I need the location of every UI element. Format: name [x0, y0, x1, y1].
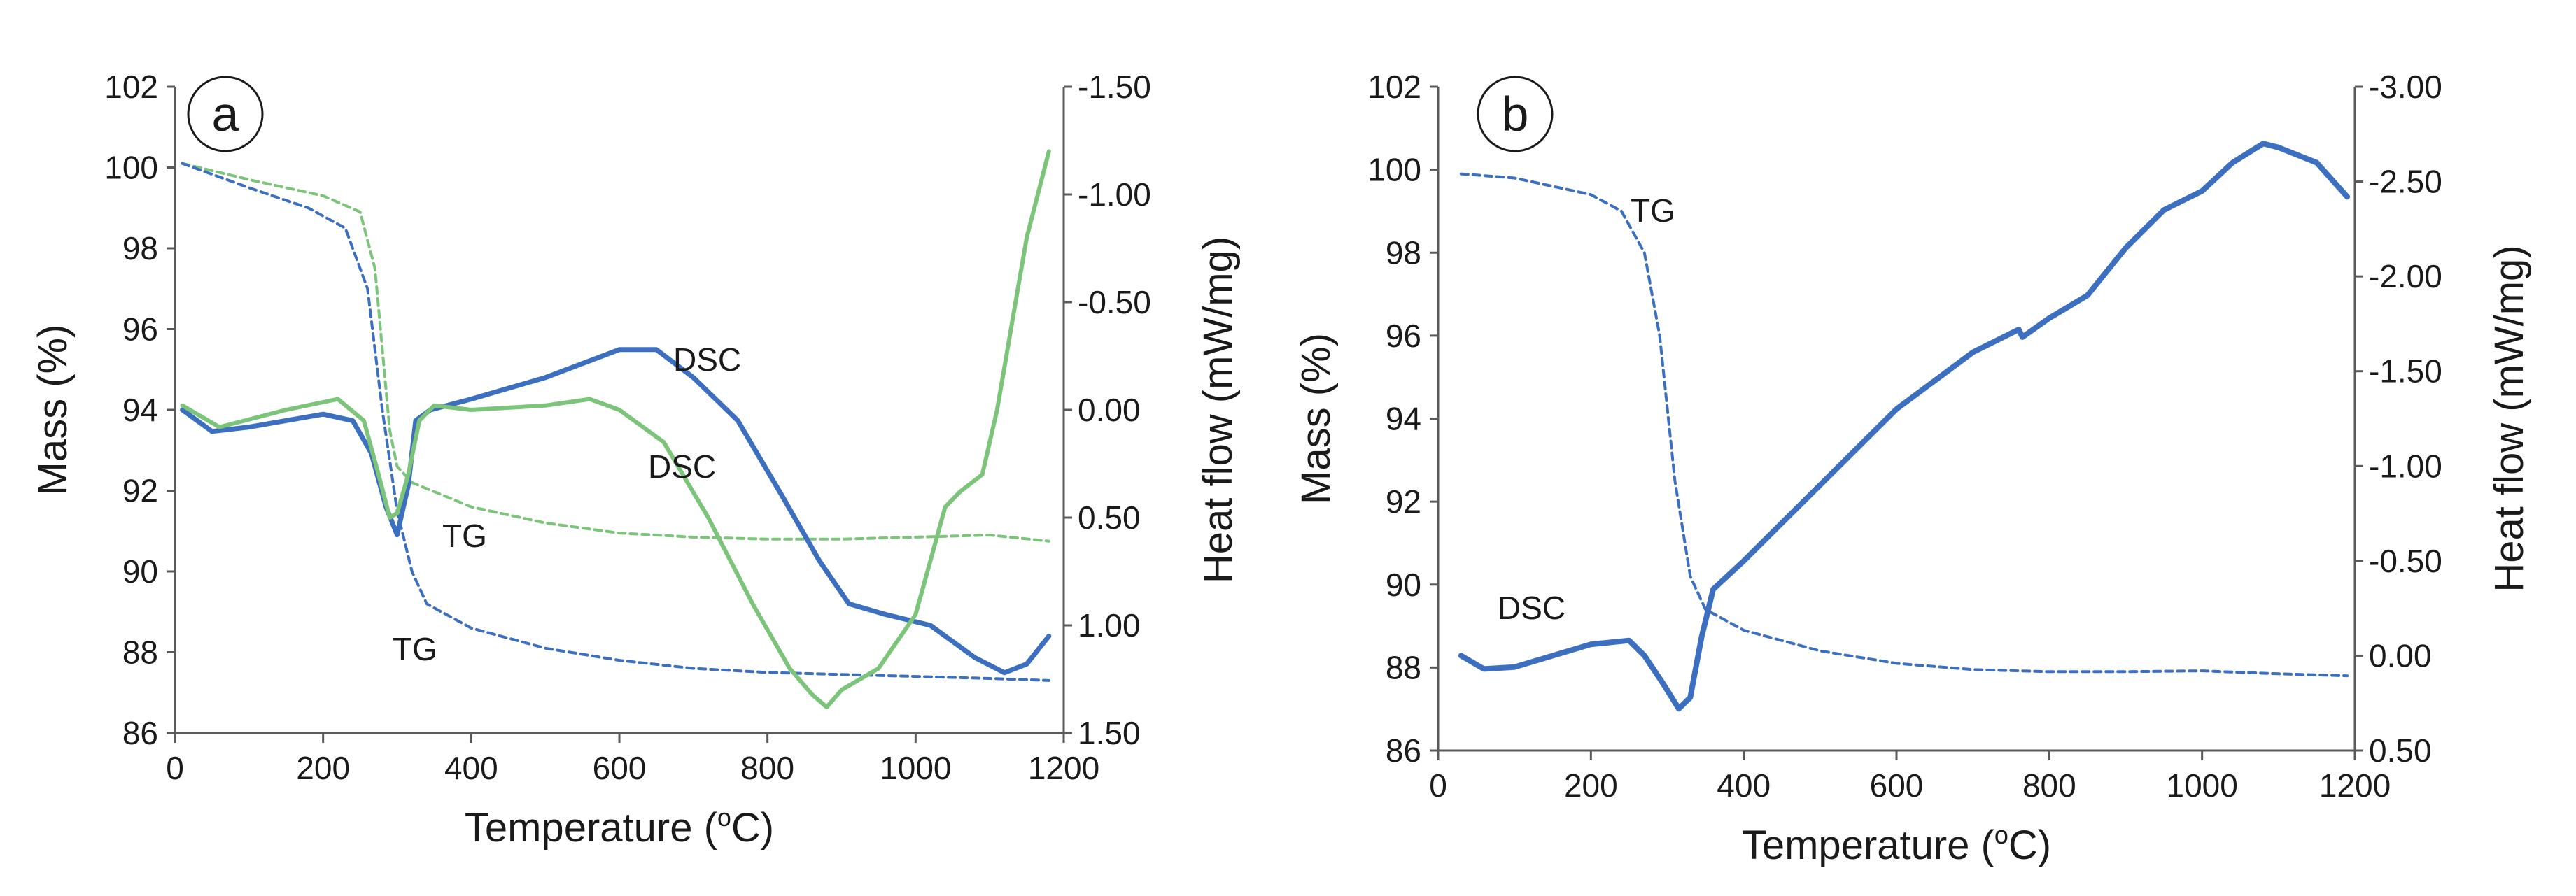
panel-b-y-left-tick-label: 92: [1386, 483, 1421, 520]
panel-a-y-left-tick-label: 100: [104, 150, 158, 186]
panel-a-x-title: Temperature (oC): [465, 803, 774, 851]
panel-a-x-title-main: Temperature (: [465, 805, 717, 851]
panel-b-x-title-main: Temperature (: [1742, 823, 1994, 868]
panel-b-x-tick-label: 600: [1870, 767, 1924, 804]
panel-a-y-left-tick-label: 98: [122, 230, 158, 266]
panel-a-x-tick-label: 1000: [880, 750, 951, 786]
panel-b-y-right-tick-label: -2.50: [2369, 164, 2442, 200]
panel-b-x-tick-label: 400: [1717, 767, 1771, 804]
panel-b-series-tg: [1459, 172, 2349, 678]
panel-a-series-tg-blue: [181, 162, 1050, 682]
panel-a-y-left-tick-label: 88: [122, 634, 158, 671]
panel-a-y-left-tick-label: 90: [122, 553, 158, 590]
panel-a-series-tg-green: [181, 162, 1050, 543]
panel-a-y-right-tick-label: -0.50: [1078, 284, 1151, 320]
panel-b-y-left-tick-label: 98: [1386, 234, 1421, 271]
panel-b-annotation: DSC: [1498, 590, 1565, 626]
panel-a-y-right-tick-label: 0.50: [1078, 499, 1141, 536]
panel-a-series-dsc-green: [180, 149, 1051, 709]
panel-b-y-left-tick-label: 88: [1386, 649, 1421, 685]
panel-b-annotation: TG: [1631, 192, 1675, 229]
panel-a-annotation: TG: [442, 518, 487, 554]
panel-b-x-tick-label: 1000: [2166, 767, 2237, 804]
panel-a-y-right-tick-label: -1.00: [1078, 176, 1151, 213]
panel-a-x-tick-label: 1200: [1028, 750, 1099, 786]
panel-a-label: a: [212, 87, 239, 141]
panel-b-x-title: Temperature (oC): [1742, 820, 2051, 868]
panel-b-x-tick-label: 0: [1429, 767, 1447, 804]
panel-b-y-right-tick-label: -1.00: [2369, 448, 2442, 484]
panel-b-y-right-title: Heat flow (mW/mg): [2486, 245, 2532, 592]
panel-b-label: b: [1502, 87, 1529, 141]
panel-b-series-dsc: [1458, 141, 2351, 712]
panel-b-y-left-tick-label: 102: [1367, 69, 1421, 105]
panel-a-chart: 0 200 400 600 800 1000 1200 86 88 90 92 94 96 98 100 10…: [30, 69, 1241, 851]
panel-a-annotation: DSC: [673, 341, 741, 378]
panel-b-y-right-tick-label: 0.50: [2369, 732, 2432, 769]
panel-a-y-left-tick-label: 86: [122, 715, 158, 751]
panel-b-x-title-sup: o: [1994, 820, 2008, 849]
panel-a-label-circle: [187, 76, 264, 152]
panel-a-y-left-tick-label: 102: [104, 69, 158, 105]
panel-a-y-right-tick-label: 1.50: [1078, 715, 1141, 751]
panel-a-x-tick-label: 400: [444, 750, 498, 786]
panel-a-x-tick-label: 200: [296, 750, 350, 786]
panel-a-y-right-tick-label: 1.00: [1078, 607, 1141, 643]
panel-a-x-title-sup: o: [717, 803, 731, 832]
panel-a-y-left-tick-label: 96: [122, 311, 158, 348]
panel-a-series-dsc-blue: [180, 347, 1052, 676]
panel-b-y-left-title: Mass (%): [1293, 333, 1339, 504]
panel-b-chart: 0 200 400 600 800 1000 1200 86 88 90 92 94 96 98 100 10…: [1293, 69, 2532, 868]
panel-b-y-right-tick-label: -3.00: [2369, 69, 2442, 105]
panel-a-y-right-title: Heat flow (mW/mg): [1195, 236, 1241, 583]
panel-a-y-left-title: Mass (%): [30, 325, 76, 496]
panel-a-y-right-tick-label: 0.00: [1078, 392, 1141, 428]
panel-b-y-left-tick-label: 100: [1367, 152, 1421, 188]
panel-a-annotation: DSC: [648, 448, 716, 485]
panel-b-x-tick-label: 200: [1564, 767, 1618, 804]
panel-a-y-right-tick-label: -1.50: [1078, 69, 1151, 105]
panel-b-label-circle: [1477, 76, 1554, 152]
panel-a-x-tick-label: 600: [593, 750, 647, 786]
panel-b-y-left-tick-label: 96: [1386, 318, 1421, 354]
panel-b-y-left-tick-label: 90: [1386, 567, 1421, 603]
panel-a-y-left-tick-label: 92: [122, 473, 158, 509]
panel-b-y-right-tick-label: -2.00: [2369, 258, 2442, 294]
panel-a-x-tick-label: 0: [166, 750, 184, 786]
panel-b-y-left-tick-label: 86: [1386, 732, 1421, 769]
panel-a-y-left-tick-label: 94: [122, 392, 158, 428]
panel-b-y-right-tick-label: -1.50: [2369, 353, 2442, 390]
panel-b-y-right-tick-label: 0.00: [2369, 637, 2432, 674]
panel-a-x-title-unit: C): [731, 805, 774, 851]
panel-b-x-title-unit: C): [2008, 823, 2051, 868]
panel-b-y-left-tick-label: 94: [1386, 401, 1421, 437]
panel-b-y-right-tick-label: -0.50: [2369, 543, 2442, 579]
panel-b-x-tick-label: 1200: [2319, 767, 2391, 804]
panel-a-x-tick-label: 800: [740, 750, 794, 786]
panel-a-annotation: TG: [393, 631, 437, 667]
panel-b-x-tick-label: 800: [2022, 767, 2076, 804]
